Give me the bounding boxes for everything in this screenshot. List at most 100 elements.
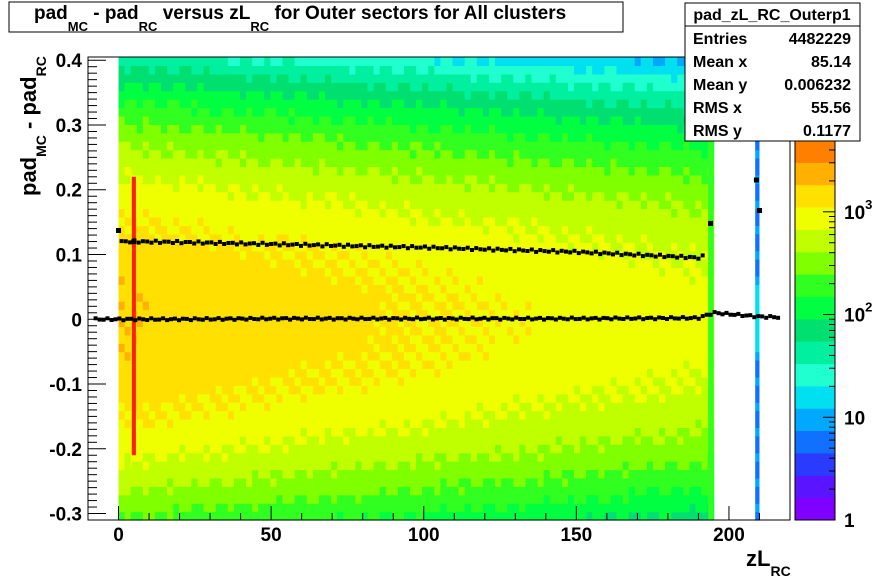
heatmap-cell (161, 267, 168, 277)
heatmap-cell (331, 301, 338, 311)
heatmap-cell (574, 183, 581, 193)
heatmap-cell (391, 149, 399, 159)
heatmap-cell (646, 317, 654, 327)
heatmap-cell (561, 90, 569, 100)
heatmap-cell (191, 73, 199, 83)
heatmap-cell (525, 309, 533, 319)
heatmap-cell (592, 418, 599, 428)
heatmap-cell (288, 132, 296, 142)
heatmap-cell (434, 132, 441, 142)
heatmap-cell (519, 216, 527, 226)
heatmap-cell (318, 334, 326, 344)
heatmap-cell (628, 511, 636, 521)
heatmap-cell (367, 360, 375, 370)
heatmap-cell (361, 503, 369, 513)
heatmap-cell (185, 477, 192, 487)
heatmap-cell (434, 418, 441, 428)
heatmap-cell (507, 267, 514, 277)
heatmap-cell (367, 452, 375, 462)
heatmap-cell (300, 402, 308, 412)
heatmap-cell (191, 124, 199, 134)
heatmap-cell (161, 486, 168, 496)
heatmap-cell (616, 82, 624, 92)
heatmap-cell (385, 132, 393, 142)
heatmap-cell (161, 73, 168, 83)
heatmap-cell (531, 267, 539, 277)
heatmap-cell (312, 503, 320, 513)
heatmap-cell (628, 393, 636, 403)
heatmap-cell (422, 233, 429, 243)
heatmap-cell (567, 208, 575, 218)
heatmap-cell (221, 284, 229, 294)
heatmap-cell (343, 343, 350, 353)
heatmap-cell (628, 418, 636, 428)
heatmap-cell (203, 208, 211, 218)
heatmap-cell (179, 469, 186, 479)
heatmap-cell (513, 334, 520, 344)
heatmap-cell (446, 410, 454, 420)
heatmap-cell (659, 115, 666, 125)
heatmap-cell (203, 267, 211, 277)
heatmap-cell (586, 208, 593, 218)
heatmap-cell (452, 158, 460, 168)
heatmap-cell (525, 200, 533, 210)
heatmap-cell (373, 317, 381, 327)
heatmap-cell (513, 191, 520, 201)
heatmap-cell (282, 301, 290, 311)
heatmap-cell (367, 141, 375, 151)
heatmap-cell (391, 132, 399, 142)
heatmap-cell (373, 452, 381, 462)
heatmap-cell (276, 477, 284, 487)
heatmap-cell (646, 326, 654, 336)
heatmap-cell (142, 65, 150, 75)
heatmap-cell (312, 360, 320, 370)
heatmap-cell (391, 267, 399, 277)
heatmap-cell (343, 115, 350, 125)
heatmap-cell (167, 200, 174, 210)
heatmap-cell (434, 124, 441, 134)
heatmap-cell (221, 166, 229, 176)
heatmap-cell (446, 385, 454, 395)
heatmap-cell (191, 292, 199, 302)
heatmap-cell (634, 494, 642, 504)
heatmap-cell (318, 461, 326, 471)
heatmap-cell (659, 444, 666, 454)
heatmap-cell (488, 393, 496, 403)
heatmap-cell (209, 158, 217, 168)
heatmap-cell (440, 334, 448, 344)
heatmap-cell (264, 486, 271, 496)
heatmap-cell (246, 376, 253, 386)
heatmap-cell (124, 250, 132, 260)
heatmap-cell (410, 309, 417, 319)
heatmap-cell (397, 309, 405, 319)
heatmap-cell (659, 65, 666, 75)
heatmap-cell (586, 385, 593, 395)
heatmap-cell (161, 393, 168, 403)
heatmap-cell (148, 267, 156, 277)
heatmap-cell (136, 141, 144, 151)
heatmap-cell (446, 368, 454, 378)
heatmap-cell (458, 225, 466, 235)
heatmap-cell (476, 57, 484, 67)
heatmap-cell (252, 200, 259, 210)
heatmap-cell (470, 200, 478, 210)
heatmap-cell (507, 208, 514, 218)
heatmap-cell (452, 65, 460, 75)
heatmap-cell (574, 469, 581, 479)
heatmap-cell (403, 309, 411, 319)
heatmap-cell (154, 326, 162, 336)
heatmap-cell (221, 65, 229, 75)
heatmap-cell (349, 461, 356, 471)
heatmap-cell (300, 250, 308, 260)
heatmap-cell (252, 452, 259, 462)
heatmap-cell (331, 376, 338, 386)
heatmap-cell (142, 149, 150, 159)
heatmap-cell (300, 503, 308, 513)
heatmap-cell (312, 57, 320, 67)
heatmap-cell (622, 461, 630, 471)
heatmap-cell (610, 418, 618, 428)
heatmap-cell (452, 82, 460, 92)
heatmap-cell (233, 309, 241, 319)
heatmap-cell (561, 259, 569, 269)
heatmap-cell (361, 166, 369, 176)
